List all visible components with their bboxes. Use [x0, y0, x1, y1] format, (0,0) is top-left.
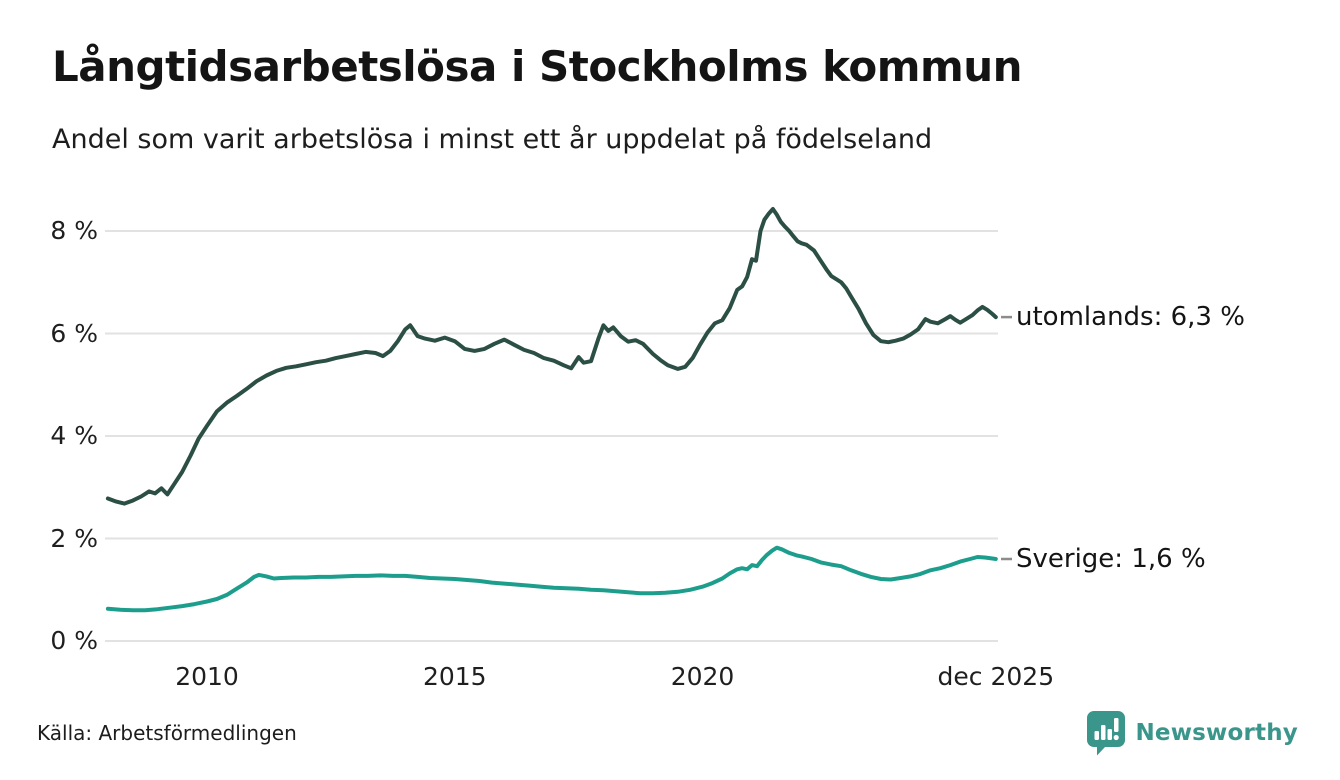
newsworthy-logo: Newsworthy — [1086, 710, 1298, 756]
y-tick-label: 0 % — [50, 626, 98, 655]
newsworthy-wordmark: Newsworthy — [1135, 720, 1298, 746]
y-tick-label: 4 % — [50, 421, 98, 450]
chart-bubble-icon — [1087, 711, 1126, 756]
x-tick-label: 2010 — [175, 662, 239, 691]
source-note: Källa: Arbetsförmedlingen — [37, 721, 297, 745]
series-line-sverige — [105, 545, 998, 613]
x-tick-label: 2020 — [670, 662, 735, 691]
page-subtitle: Andel som varit arbetslösa i minst ett å… — [52, 124, 933, 155]
y-tick-label: 6 % — [50, 318, 98, 348]
y-tick-label: 2 % — [50, 523, 98, 553]
page-title: Långtidsarbetslösa i Stockholms kommun — [52, 42, 1023, 91]
series-label-utomlands: utomlands: 6,3 % — [1016, 302, 1245, 333]
series-line-utomlands — [105, 207, 998, 506]
x-tick-label: 2015 — [422, 662, 487, 691]
series-label-sverige: Sverige: 1,6 % — [1016, 544, 1206, 574]
y-tick-label: 8 % — [50, 216, 98, 245]
x-tick-label: dec 2025 — [937, 662, 1055, 691]
